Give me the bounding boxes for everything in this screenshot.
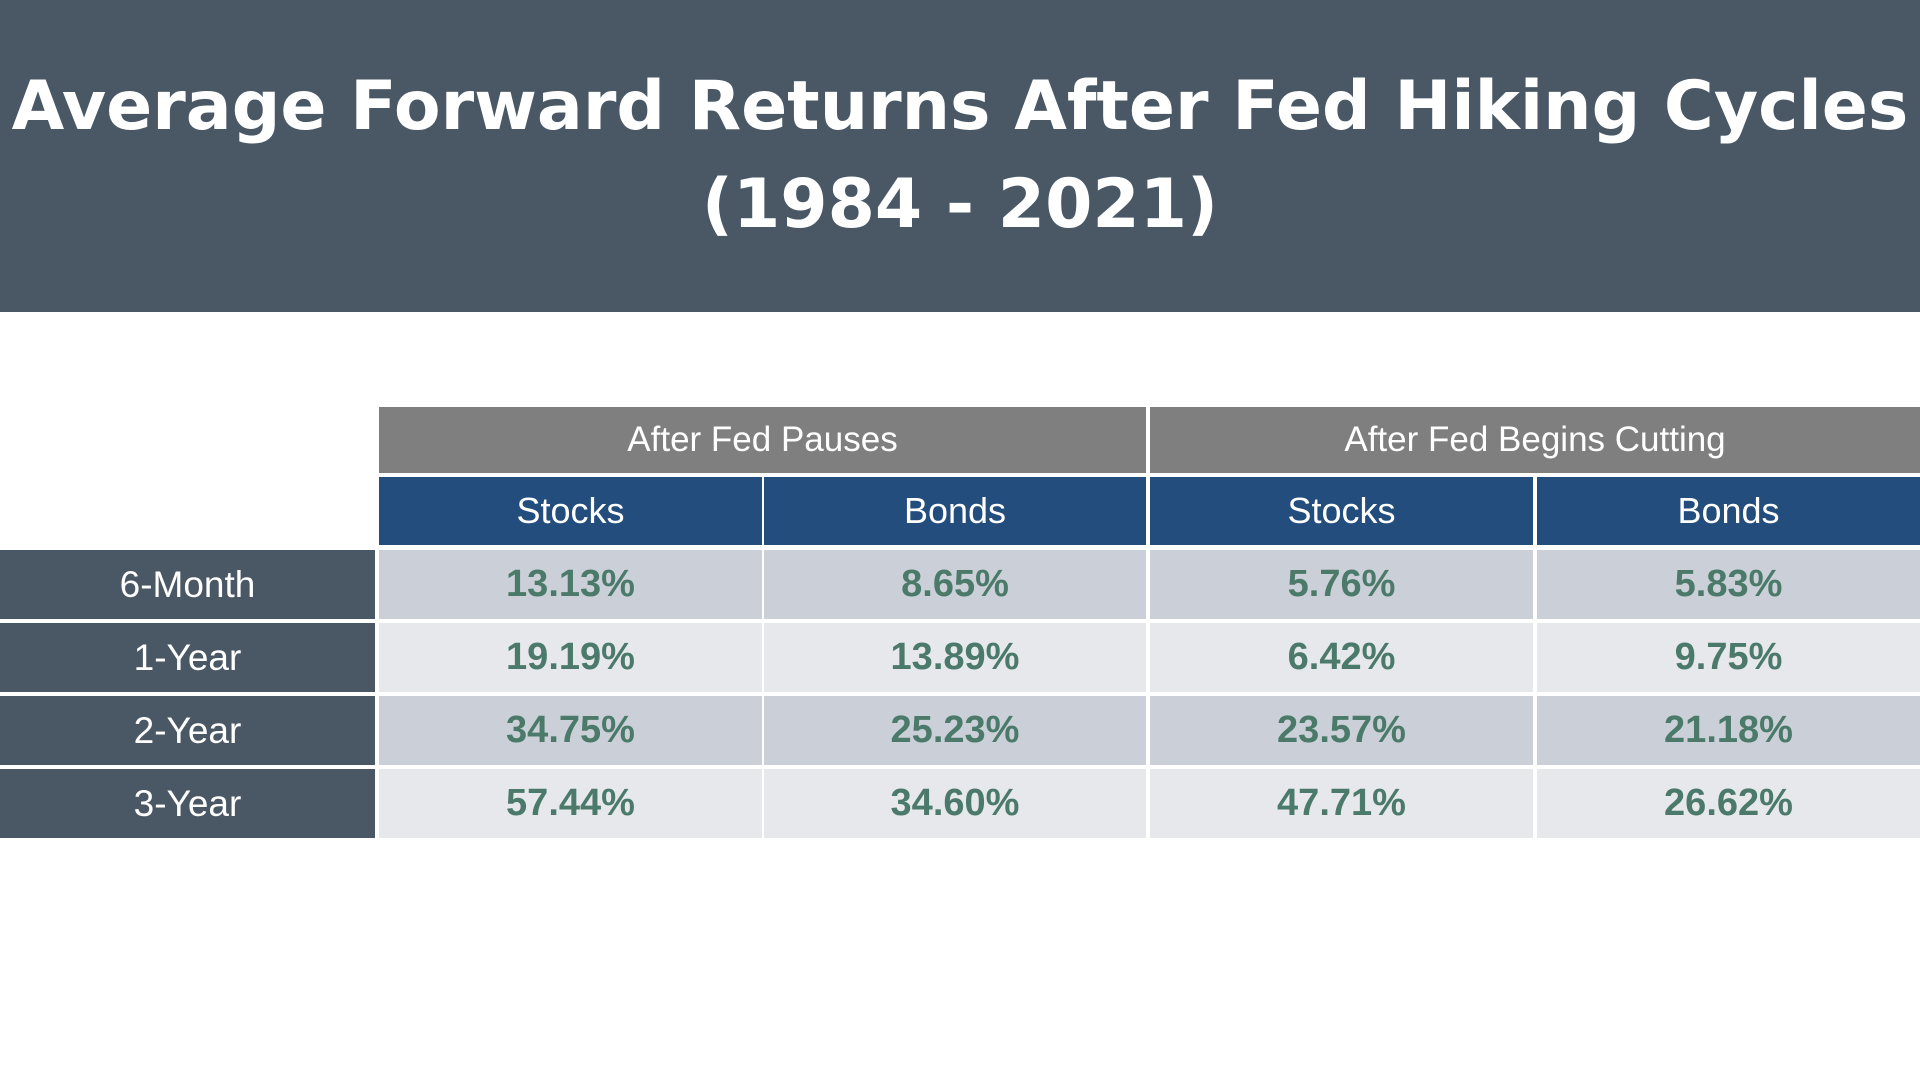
returns-table: After Fed Pauses After Fed Begins Cuttin…: [0, 407, 1920, 841]
column-header-bonds-pauses: Bonds: [764, 477, 1146, 545]
table-cell: 8.65%: [764, 550, 1146, 619]
table-cell: 47.71%: [1150, 769, 1533, 838]
group-header-after-fed-begins-cutting: After Fed Begins Cutting: [1150, 407, 1920, 473]
column-header-bonds-cutting: Bonds: [1537, 477, 1920, 545]
table-cell: 5.83%: [1537, 550, 1920, 619]
column-header-stocks-pauses: Stocks: [379, 477, 762, 545]
chart-title: Average Forward Returns After Fed Hiking…: [10, 58, 1910, 254]
table-cell: 19.19%: [379, 623, 762, 692]
column-header-stocks-cutting: Stocks: [1150, 477, 1533, 545]
title-banner: Average Forward Returns After Fed Hiking…: [0, 0, 1920, 312]
row-label-1-year: 1-Year: [0, 623, 375, 692]
table-cell: 23.57%: [1150, 696, 1533, 765]
row-label-6-month: 6-Month: [0, 550, 375, 619]
table-cell: 5.76%: [1150, 550, 1533, 619]
table-cell: 21.18%: [1537, 696, 1920, 765]
table-cell: 26.62%: [1537, 769, 1920, 838]
chart-title-line-2: (1984 - 2021): [701, 165, 1219, 244]
table-cell: 34.60%: [764, 769, 1146, 838]
table-cell: 9.75%: [1537, 623, 1920, 692]
table-cell: 6.42%: [1150, 623, 1533, 692]
chart-title-line-1: Average Forward Returns After Fed Hiking…: [11, 67, 1909, 146]
group-header-after-fed-pauses: After Fed Pauses: [379, 407, 1146, 473]
table-cell: 13.13%: [379, 550, 762, 619]
table-cell: 57.44%: [379, 769, 762, 838]
row-label-3-year: 3-Year: [0, 769, 375, 838]
table-cell: 34.75%: [379, 696, 762, 765]
row-label-2-year: 2-Year: [0, 696, 375, 765]
table-cell: 13.89%: [764, 623, 1146, 692]
table-cell: 25.23%: [764, 696, 1146, 765]
